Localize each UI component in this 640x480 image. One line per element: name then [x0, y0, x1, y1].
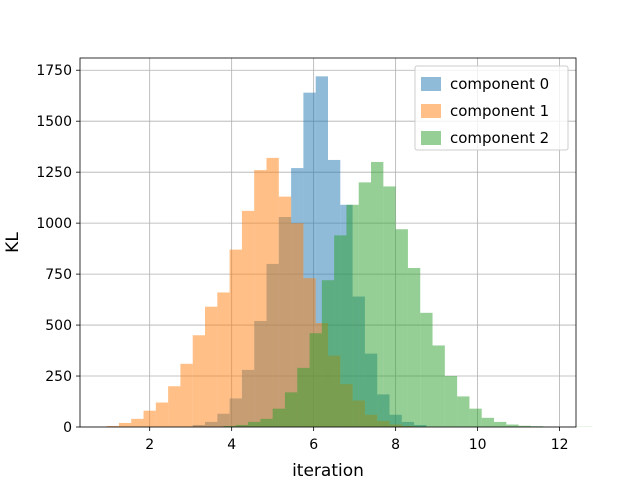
y-tick-label: 750: [45, 267, 72, 283]
y-tick-label: 1750: [36, 63, 72, 79]
histogram-bar: [432, 345, 445, 427]
y-tick-label: 250: [45, 369, 72, 385]
legend-label: component 2: [450, 129, 549, 147]
x-tick-label: 10: [469, 437, 487, 453]
x-tick-label: 2: [145, 437, 154, 453]
histogram-bars: [106, 76, 593, 428]
histogram-bar: [358, 182, 372, 427]
histogram-bar: [297, 367, 310, 427]
histogram-bar: [118, 422, 132, 427]
y-tick-label: 0: [63, 420, 72, 436]
histogram-bar: [229, 249, 242, 427]
legend-swatch: [421, 104, 441, 118]
histogram-bar: [106, 425, 119, 427]
x-axis-label: iteration: [292, 461, 364, 480]
histogram-bar: [506, 424, 519, 427]
y-tick-label: 1500: [36, 114, 72, 130]
histogram-bar: [444, 376, 458, 427]
plot-area-frame: [79, 57, 577, 428]
histogram-bar: [518, 425, 531, 427]
y-axis-label: KL: [3, 232, 23, 253]
histogram-bar: [143, 410, 156, 427]
histogram-bar: [494, 421, 507, 427]
histogram-bar: [223, 425, 236, 427]
histogram-bar: [248, 421, 261, 427]
histogram-bar: [241, 210, 255, 427]
legend-box: [414, 65, 569, 151]
histogram-bar: [309, 333, 322, 427]
histogram-bar: [192, 335, 206, 427]
histogram-bar: [266, 157, 279, 428]
histogram-bar: [457, 396, 470, 427]
histogram-bar: [346, 204, 359, 427]
series-2-bars: [223, 161, 593, 427]
histogram-bar: [407, 267, 421, 427]
x-tick-label: 8: [391, 437, 400, 453]
histogram-bar: [235, 424, 249, 427]
histogram-bar: [469, 408, 482, 427]
legend-swatch: [421, 131, 441, 145]
axis-ticks: 2 4 6 8 10 12 0 250 500 750 1000 1250 1500 1750: [36, 63, 568, 453]
histogram-bar: [321, 280, 335, 427]
histogram-bar: [530, 426, 544, 427]
histogram-bar: [272, 408, 285, 427]
histogram-bar: [254, 170, 267, 427]
legend-label: component 1: [450, 102, 549, 120]
y-tick-label: 500: [45, 318, 72, 334]
histogram-bar: [168, 386, 181, 427]
y-tick-label: 1000: [36, 216, 72, 232]
histogram-bar: [278, 196, 292, 427]
legend: component 0 component 1 component 2: [414, 65, 569, 151]
histogram-bar: [260, 418, 273, 427]
legend-swatch: [421, 77, 441, 91]
x-tick-label: 12: [551, 437, 569, 453]
legend-label: component 0: [450, 75, 549, 93]
histogram-bar: [420, 312, 433, 427]
x-tick-label: 6: [309, 437, 318, 453]
histogram-bar: [284, 392, 298, 427]
histogram-bar: [334, 235, 347, 427]
histogram-bar: [371, 161, 384, 427]
histogram-bar: [481, 417, 495, 427]
histogram-bar: [155, 402, 169, 427]
y-tick-label: 1250: [36, 165, 72, 181]
histogram-bar: [131, 418, 144, 427]
histogram-bar: [383, 186, 396, 427]
histogram-bar: [395, 229, 408, 427]
x-tick-label: 4: [227, 437, 236, 453]
histogram-bar: [180, 363, 193, 427]
histogram-bar: [205, 306, 218, 427]
histogram-bar: [217, 292, 230, 427]
